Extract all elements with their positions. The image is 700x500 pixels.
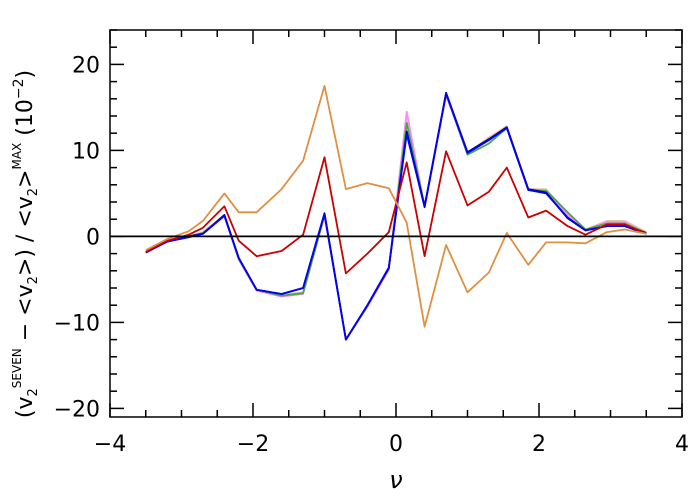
series-line-7 [145,85,647,328]
x-tick-label: −4 [94,432,126,457]
y-tick-label: 0 [86,225,100,250]
series-layer [145,85,647,341]
y-tick-label: −20 [54,397,100,422]
ticks-layer [109,29,683,417]
y-tick-label: 10 [72,139,100,164]
y-tick-label: −10 [54,311,100,336]
y-tick-label: 20 [72,53,100,78]
plot-frame [109,29,683,418]
y-axis-label: (v2SEVEN − <v2>) / <v2>MAX (10−2) [10,70,41,418]
x-tick-label: −2 [237,432,269,457]
x-axis-label: ν [389,466,402,494]
series-line-6 [145,150,647,275]
x-tick-label: 4 [675,432,689,457]
x-tick-label: 2 [532,432,546,457]
x-tick-label: 0 [389,432,403,457]
